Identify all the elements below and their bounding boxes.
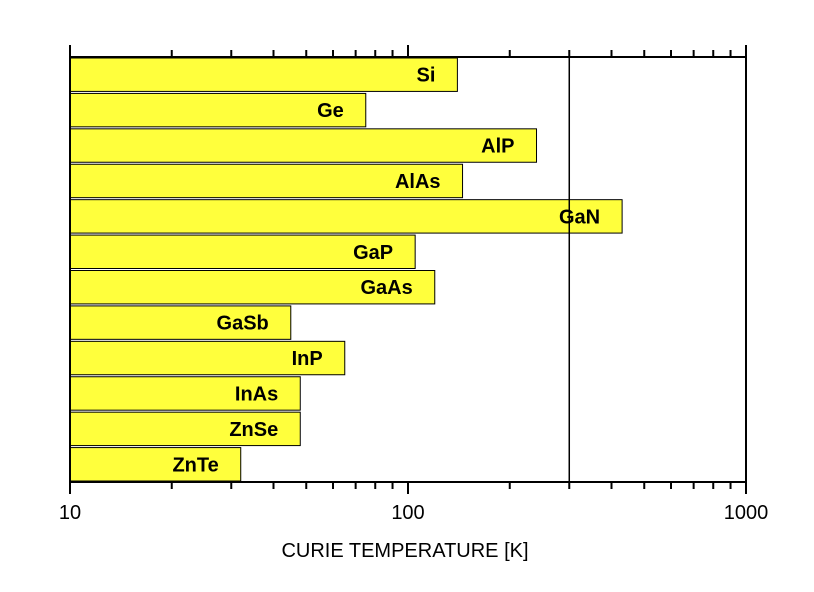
bar-gap — [69, 234, 416, 269]
bars-group: Si Ge AlP AlAs GaN GaP GaAs GaSb InP InAs ZnSe ZnTe — [69, 57, 623, 482]
bar-label-znte: ZnTe — [172, 454, 218, 476]
tick-labels-group: 10 100 1000 — [59, 502, 768, 524]
bar-gasb — [69, 305, 292, 340]
bar-label-alas: AlAs — [395, 171, 441, 193]
bar-label-gasb: GaSb — [217, 313, 269, 335]
bar-label-gap: GaP — [353, 242, 393, 264]
bar-label-si: Si — [416, 65, 435, 87]
x-tick-label: 1000 — [724, 502, 769, 524]
bar-gan — [69, 199, 623, 234]
bar-label-alp: AlP — [481, 136, 514, 158]
bar-label-gaas: GaAs — [361, 277, 413, 299]
bar-si — [69, 57, 458, 92]
x-tick-label: 10 — [59, 502, 81, 524]
ticks-group — [69, 45, 747, 494]
bar-inas — [69, 376, 301, 411]
bar-alas — [69, 163, 464, 199]
bar-label-gan: GaN — [559, 206, 600, 228]
bar-label-ge: Ge — [317, 100, 344, 122]
bar-label-inas: InAs — [235, 383, 278, 405]
x-tick-label: 100 — [391, 502, 424, 524]
bar-label-inp: InP — [292, 348, 323, 370]
bar-gaas — [69, 270, 436, 305]
bar-alp — [69, 128, 538, 163]
bar-label-znse: ZnSe — [229, 419, 278, 441]
bar-ge — [69, 92, 367, 128]
x-axis-label: CURIE TEMPERATURE [K] — [281, 540, 528, 562]
